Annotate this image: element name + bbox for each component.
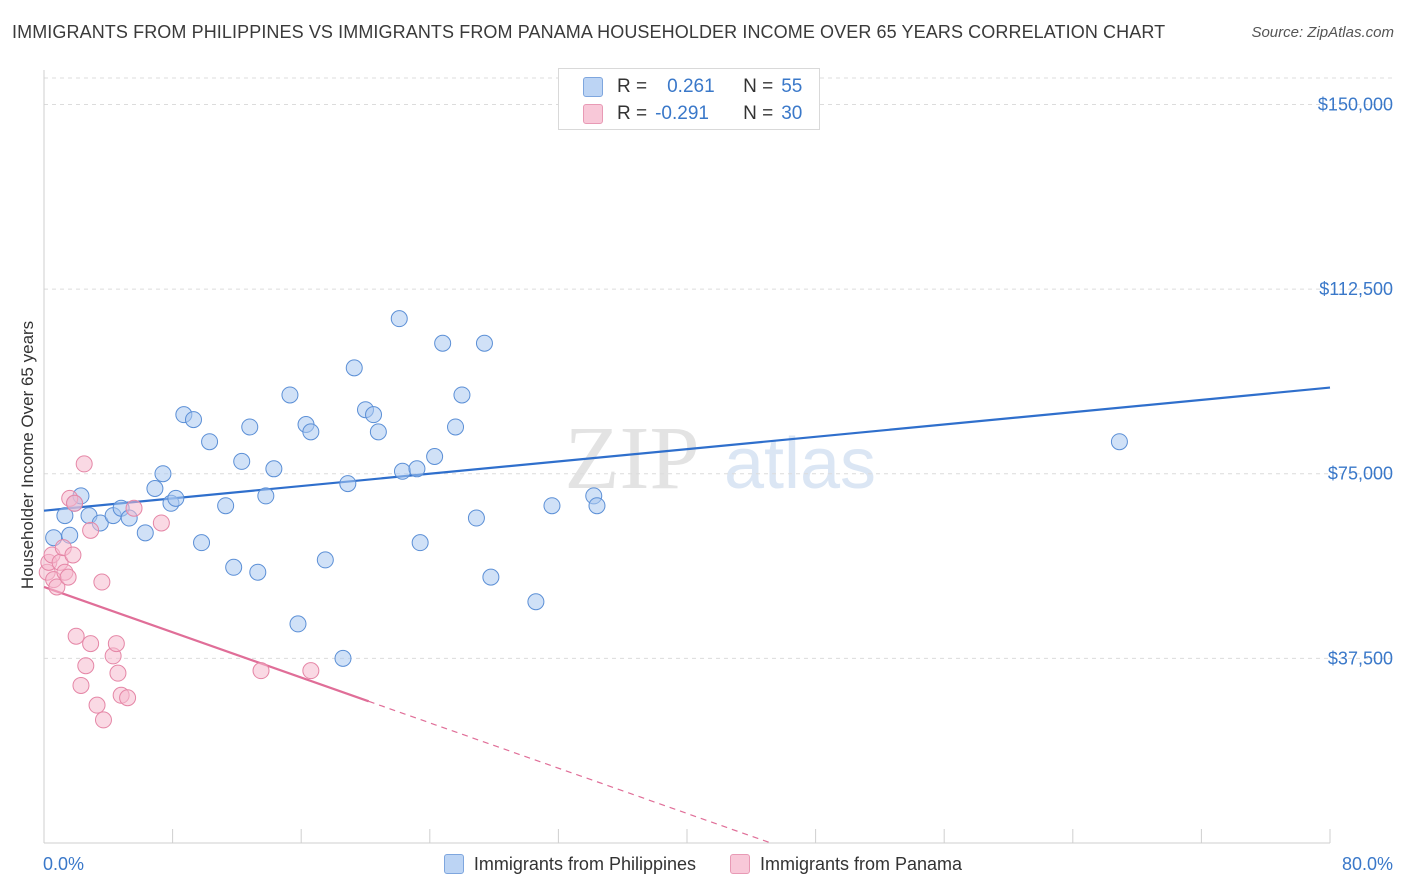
gridlines xyxy=(44,77,1394,659)
r-label: R = xyxy=(617,103,648,124)
r-label: R = xyxy=(617,76,648,97)
point-philippines xyxy=(184,411,202,429)
point-philippines xyxy=(154,465,172,483)
point-panama xyxy=(59,568,77,586)
axis-labels: $37,500 $75,000 $112,500 $150,000 0.0% 80.0% H… xyxy=(18,94,1393,874)
point-philippines xyxy=(56,507,74,525)
legend-label: Immigrants from Panama xyxy=(760,853,963,874)
point-philippines xyxy=(265,460,283,478)
point-panama xyxy=(107,635,125,653)
trendline-panama-extension xyxy=(368,700,772,844)
blue-swatch-icon xyxy=(583,77,603,97)
r-value: -0.291 xyxy=(655,103,709,124)
point-panama xyxy=(109,664,127,682)
trendlines xyxy=(43,386,1331,844)
watermark-atlas: atlas xyxy=(724,424,876,504)
point-panama xyxy=(302,662,320,680)
x-tick-label: 80.0% xyxy=(1342,854,1393,874)
stats-row-philippines: R = 0.261 N = 55 xyxy=(583,74,802,100)
point-philippines xyxy=(201,433,219,451)
legend: Immigrants from Philippines Immigrants f… xyxy=(0,852,1406,876)
point-panama xyxy=(72,676,90,694)
point-philippines xyxy=(467,509,485,527)
point-philippines xyxy=(434,334,452,352)
point-panama xyxy=(77,657,95,675)
point-philippines xyxy=(365,406,383,424)
point-philippines xyxy=(369,423,387,441)
point-philippines xyxy=(316,551,334,569)
point-philippines xyxy=(289,615,307,633)
point-panama xyxy=(48,578,66,596)
point-panama xyxy=(88,696,106,714)
point-philippines xyxy=(475,334,493,352)
point-philippines xyxy=(447,418,465,436)
point-philippines xyxy=(339,475,357,493)
y-tick-label: $112,500 xyxy=(1319,279,1393,299)
point-philippines xyxy=(334,649,352,667)
point-panama xyxy=(75,455,93,473)
point-philippines xyxy=(543,497,561,515)
trendline-panama xyxy=(43,585,370,703)
n-value: 55 xyxy=(781,76,803,97)
point-philippines xyxy=(233,452,251,470)
axes xyxy=(43,70,1331,844)
point-panama xyxy=(152,514,170,532)
legend-label: Immigrants from Philippines xyxy=(473,853,696,874)
point-panama xyxy=(64,546,82,564)
point-philippines xyxy=(225,558,243,576)
source-attribution: Source: ZipAtlas.com xyxy=(1251,24,1394,41)
watermark: ZIP atlas xyxy=(565,409,877,508)
r-value: 0.261 xyxy=(667,76,715,97)
point-philippines xyxy=(411,534,429,552)
correlation-stats-box: R = 0.261 N = 55 R = -0.291 N = 30 xyxy=(558,68,820,130)
point-philippines xyxy=(217,497,235,515)
point-philippines xyxy=(390,310,408,328)
point-panama xyxy=(252,662,270,680)
point-panama xyxy=(94,711,112,729)
point-panama xyxy=(67,627,85,645)
legend-item-philippines: Immigrants from Philippines xyxy=(443,852,696,876)
point-philippines xyxy=(588,497,606,515)
point-panama xyxy=(82,521,100,539)
blue-swatch-icon xyxy=(443,854,464,874)
point-philippines xyxy=(482,568,500,586)
trendline-philippines xyxy=(43,386,1331,512)
y-axis-title: Householder Income Over 65 years xyxy=(18,321,37,589)
point-panama xyxy=(93,573,111,591)
point-philippines xyxy=(146,480,164,498)
point-philippines xyxy=(453,386,471,404)
n-value: 30 xyxy=(781,103,803,124)
point-philippines xyxy=(257,487,275,505)
point-philippines xyxy=(426,448,444,465)
point-philippines xyxy=(249,563,267,581)
y-tick-label: $150,000 xyxy=(1318,94,1393,114)
point-philippines xyxy=(302,423,320,441)
point-philippines xyxy=(241,418,259,436)
n-label: N = xyxy=(743,103,774,124)
point-philippines xyxy=(393,462,411,480)
point-panama xyxy=(82,635,100,653)
data-points xyxy=(38,310,1128,729)
point-panama xyxy=(66,494,84,512)
n-label: N = xyxy=(743,76,774,97)
point-philippines xyxy=(1110,433,1128,451)
pink-swatch-icon xyxy=(583,104,603,124)
chart-title: IMMIGRANTS FROM PHILIPPINES VS IMMIGRANT… xyxy=(12,22,1166,42)
point-philippines xyxy=(193,534,211,552)
legend-item-panama: Immigrants from Panama xyxy=(730,852,962,876)
point-panama xyxy=(125,499,143,517)
y-tick-label: $37,500 xyxy=(1328,648,1393,668)
point-philippines xyxy=(167,489,185,507)
point-philippines xyxy=(345,359,363,377)
point-panama xyxy=(119,689,137,707)
point-philippines xyxy=(281,386,299,404)
y-tick-label: $75,000 xyxy=(1328,464,1393,484)
pink-swatch-icon xyxy=(730,854,750,874)
point-philippines xyxy=(136,524,154,542)
stats-row-panama: R = -0.291 N = 30 xyxy=(583,101,802,127)
point-philippines xyxy=(408,460,426,478)
x-tick-label: 0.0% xyxy=(43,854,84,874)
point-philippines xyxy=(527,593,545,611)
